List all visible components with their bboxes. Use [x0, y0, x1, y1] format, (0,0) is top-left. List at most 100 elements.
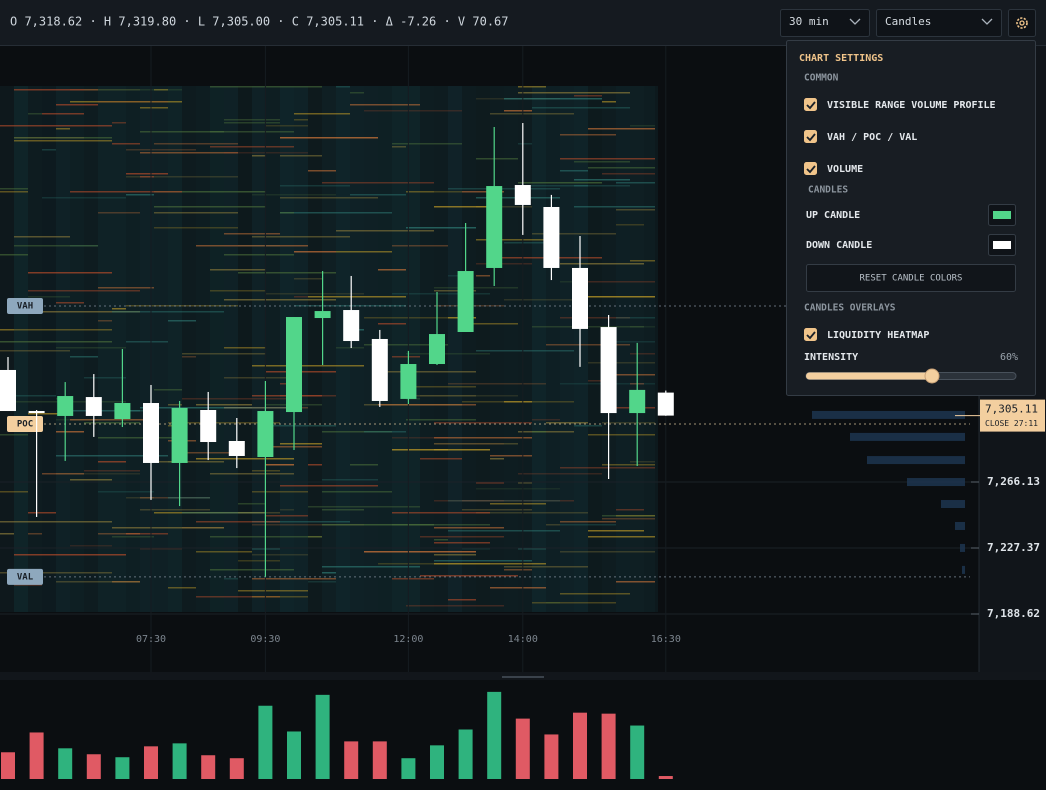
candle-body	[143, 403, 159, 463]
heatmap-cell	[336, 251, 392, 253]
checkbox[interactable]	[804, 328, 817, 341]
heatmap-cell	[154, 212, 238, 214]
heatmap-cell	[434, 539, 448, 541]
heatmap-column	[196, 86, 210, 612]
checkbox-label[interactable]: VISIBLE RANGE VOLUME PROFILE	[827, 100, 996, 111]
heatmap-cell	[140, 509, 210, 511]
heatmap-cell	[224, 254, 294, 256]
heatmap-cell	[28, 533, 42, 535]
checkbox-label[interactable]: VAH / POC / VAL	[827, 132, 917, 143]
reset-button-label[interactable]: RESET CANDLE COLORS	[860, 274, 963, 284]
heatmap-cell	[56, 104, 98, 106]
chart-type-box[interactable]	[876, 9, 1002, 37]
heatmap-cell	[14, 554, 126, 556]
volume-bar	[201, 755, 216, 779]
heatmap-column	[252, 86, 266, 612]
heatmap-cell	[98, 320, 112, 322]
heatmap-cell	[476, 350, 574, 352]
heatmap-cell	[322, 491, 392, 493]
candle-body	[28, 411, 45, 414]
heatmap-cell	[126, 176, 238, 178]
chevron	[849, 18, 861, 25]
chart-type-select[interactable]: Candles	[876, 9, 1002, 37]
heatmap-column	[462, 86, 476, 612]
x-tick-label: 14:00	[508, 634, 538, 645]
heatmap-cell	[560, 521, 616, 523]
heatmap-column	[56, 86, 70, 612]
heatmap-column	[420, 86, 434, 612]
heatmap-cell	[42, 113, 84, 115]
heatmap-cell	[84, 470, 140, 472]
heatmap-cell	[70, 191, 182, 193]
candle-body	[543, 206, 560, 268]
timeframe-select[interactable]: 30 min	[780, 9, 870, 37]
heatmap-cell	[14, 137, 84, 139]
up-color-swatch	[993, 211, 1011, 219]
heatmap-cell	[238, 272, 336, 274]
heatmap-cell	[476, 263, 532, 265]
heatmap-cell	[126, 497, 154, 499]
intensity-slider[interactable]	[805, 368, 1017, 384]
slider-knob[interactable]	[924, 368, 940, 384]
heatmap-cell	[56, 302, 84, 304]
heatmap-cell	[252, 596, 308, 598]
timeframe-value[interactable]: 30 min	[789, 15, 829, 28]
heatmap-cell	[602, 173, 655, 175]
heatmap-cell	[448, 500, 560, 502]
heatmap-cell	[14, 137, 112, 139]
heatmap-cell	[154, 389, 182, 391]
heatmap-cell	[574, 425, 602, 427]
heatmap-cell	[434, 563, 546, 565]
heatmap-cell	[476, 206, 532, 208]
chart-type-value[interactable]: Candles	[885, 15, 931, 28]
volume-bar	[401, 758, 416, 779]
candle-body	[371, 338, 388, 401]
heatmap-cell	[588, 362, 655, 364]
settings-button[interactable]	[1008, 9, 1036, 37]
heatmap-cell	[490, 458, 504, 460]
x-tick-label: 09:30	[250, 634, 280, 645]
heatmap-cell	[224, 233, 280, 235]
heatmap-cell	[182, 356, 196, 358]
heatmap-cell	[476, 488, 560, 490]
heatmap-cell	[602, 101, 616, 103]
liquidity-heatmap	[0, 86, 658, 612]
heatmap-cell	[560, 317, 630, 319]
volume-profile-bar	[960, 543, 965, 552]
heatmap-cell	[392, 524, 490, 526]
heatmap-cell	[434, 554, 476, 556]
volume-bar	[58, 748, 73, 779]
panel-box	[786, 40, 1036, 396]
section-heading: CANDLES OVERLAYS	[804, 303, 896, 314]
heatmap-cell	[210, 569, 294, 571]
checkbox[interactable]	[804, 130, 817, 143]
heatmap-cell	[252, 194, 336, 196]
heatmap-cell	[308, 506, 420, 508]
heatmap-cell	[294, 119, 308, 121]
heatmap-cell	[560, 263, 644, 265]
volume-profile-bar	[962, 565, 965, 574]
heatmap-cell	[280, 197, 378, 199]
slider-fill[interactable]	[806, 372, 932, 380]
price-axis: 7,266.13 7,227.37 7,188.62 7,305.11 CLOSE 27…	[955, 399, 1045, 620]
candle-body	[57, 396, 74, 416]
checkbox[interactable]	[804, 162, 817, 175]
heatmap-cell	[56, 347, 126, 349]
checkbox[interactable]	[804, 98, 817, 111]
heatmap-cell	[0, 254, 28, 256]
price-chart: 07:30 09:30 12:00 14:00 16:30 VAH POC VAL	[0, 46, 979, 790]
heatmap-cell	[140, 176, 154, 178]
checkbox-label[interactable]: VOLUME	[827, 164, 863, 175]
reset-button[interactable]	[806, 264, 1016, 292]
heatmap-cell	[56, 581, 140, 583]
candle-body	[343, 310, 360, 342]
level-tag	[7, 568, 43, 585]
timeframe-box[interactable]	[780, 9, 870, 37]
volume-bar	[372, 741, 387, 779]
checkbox-label[interactable]: LIQUIDITY HEATMAP	[827, 330, 929, 341]
heatmap-cell	[364, 317, 448, 319]
volume-profile-bar	[867, 456, 965, 465]
settings-button-box[interactable]	[1008, 9, 1036, 37]
heatmap-column	[392, 86, 406, 612]
